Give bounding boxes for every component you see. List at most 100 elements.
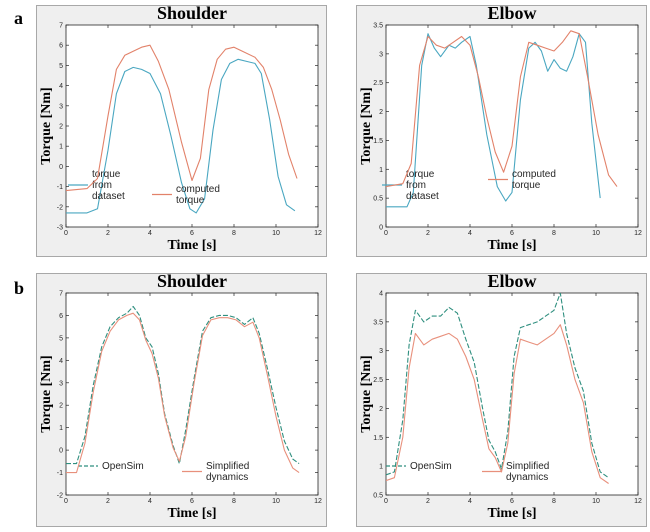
- chart-title: Shoulder: [157, 5, 227, 23]
- x-tick-label: 2: [426, 230, 430, 237]
- x-axis-label: Time [s]: [487, 506, 536, 521]
- x-tick-label: 12: [314, 230, 322, 237]
- legend-label: from: [92, 180, 112, 191]
- legend-label: from: [406, 180, 426, 191]
- chart-elbow-dataset: Elbow 0 2 4 6 8 10 12 0 0.5 1 1.5 2 2.5 3 3.5 Time [s] To…: [356, 5, 647, 257]
- series-line-0: [386, 293, 609, 479]
- y-tick-label: 2: [379, 406, 383, 413]
- y-tick-label: 2.5: [373, 377, 383, 384]
- x-tick-label: 8: [552, 230, 556, 237]
- y-tick-label: 7: [59, 23, 63, 30]
- x-tick-label: 8: [552, 498, 556, 505]
- y-tick-label: 3: [59, 380, 63, 387]
- series-line-0: [66, 305, 300, 465]
- legend-label: torque: [512, 180, 541, 191]
- x-tick-label: 4: [468, 498, 472, 505]
- y-tick-label: 2: [379, 109, 383, 116]
- y-tick-label: 1: [379, 464, 383, 471]
- legend-label: dynamics: [206, 472, 248, 483]
- y-tick-label: 1.5: [373, 435, 383, 442]
- legend-label: dataset: [92, 191, 125, 202]
- panel-label-a: a: [14, 8, 23, 28]
- chart-elbow-opensim: Elbow 0 2 4 6 8 10 12 0.5 1 1.5 2 2.5 3 3.5 4 Time [s] To…: [356, 273, 647, 527]
- chart-title: Elbow: [487, 273, 536, 291]
- panel-label-b: b: [14, 278, 25, 298]
- x-tick-label: 12: [314, 498, 322, 505]
- y-tick-label: -3: [57, 225, 63, 232]
- y-tick-label: -1: [57, 184, 63, 191]
- y-tick-label: 0: [379, 225, 383, 232]
- legend-label: OpenSim: [102, 461, 144, 472]
- y-tick-label: 5: [59, 63, 63, 70]
- legend-label: torque: [406, 169, 435, 180]
- series-line-1: [66, 44, 298, 192]
- x-tick-label: 2: [106, 230, 110, 237]
- legend-label: dataset: [406, 191, 439, 202]
- x-tick-label: 12: [634, 230, 642, 237]
- legend-label: dynamics: [506, 472, 548, 483]
- y-axis-label: Torque [Nm]: [359, 87, 374, 164]
- y-tick-label: 1.5: [373, 138, 383, 145]
- y-tick-label: 6: [59, 43, 63, 50]
- x-tick-label: 10: [592, 230, 600, 237]
- y-tick-label: 0.5: [373, 493, 383, 500]
- y-tick-label: 3.5: [373, 319, 383, 326]
- y-tick-label: -2: [57, 493, 63, 500]
- series-line-0: [66, 58, 296, 214]
- x-tick-label: 0: [384, 230, 388, 237]
- chart-title: Shoulder: [157, 273, 227, 291]
- y-tick-label: -2: [57, 204, 63, 211]
- x-axis-label: Time [s]: [167, 238, 216, 253]
- y-tick-label: 4: [59, 358, 63, 365]
- x-tick-label: 2: [426, 498, 430, 505]
- y-tick-label: 5: [59, 335, 63, 342]
- x-tick-label: 4: [148, 498, 152, 505]
- y-tick-label: 2.5: [373, 80, 383, 87]
- x-tick-label: 8: [232, 498, 236, 505]
- y-tick-label: 1: [59, 144, 63, 151]
- y-tick-label: 4: [59, 83, 63, 90]
- x-tick-label: 8: [232, 230, 236, 237]
- chart-title: Elbow: [487, 5, 536, 23]
- series-line-1: [66, 312, 300, 474]
- legend-label: Simplified: [506, 461, 549, 472]
- x-tick-label: 4: [468, 230, 472, 237]
- y-tick-label: 3: [59, 103, 63, 110]
- y-tick-label: 0: [59, 448, 63, 455]
- x-tick-label: 6: [510, 230, 514, 237]
- x-tick-label: 6: [190, 498, 194, 505]
- y-axis-label: Torque [Nm]: [39, 355, 54, 432]
- plot-area: [65, 24, 319, 228]
- x-tick-label: 4: [148, 230, 152, 237]
- legend-label: torque: [176, 195, 205, 206]
- legend-label: Simplified: [206, 461, 249, 472]
- x-tick-label: 10: [592, 498, 600, 505]
- y-axis-label: Torque [Nm]: [359, 355, 374, 432]
- y-tick-label: -1: [57, 470, 63, 477]
- x-tick-label: 0: [64, 230, 68, 237]
- x-tick-label: 12: [634, 498, 642, 505]
- x-tick-label: 2: [106, 498, 110, 505]
- y-axis-label: Torque [Nm]: [39, 87, 54, 164]
- y-tick-label: 3.5: [373, 23, 383, 30]
- x-tick-label: 10: [272, 498, 280, 505]
- y-tick-label: 0.5: [373, 196, 383, 203]
- y-tick-label: 0: [59, 164, 63, 171]
- legend-label: computed: [176, 184, 220, 195]
- legend-label: computed: [512, 169, 556, 180]
- y-tick-label: 3: [379, 348, 383, 355]
- x-tick-label: 0: [384, 498, 388, 505]
- x-axis-label: Time [s]: [167, 506, 216, 521]
- x-tick-label: 6: [190, 230, 194, 237]
- x-tick-label: 6: [510, 498, 514, 505]
- series-line-1: [386, 30, 618, 188]
- y-tick-label: 7: [59, 291, 63, 298]
- x-tick-label: 10: [272, 230, 280, 237]
- y-tick-label: 1: [379, 167, 383, 174]
- x-tick-label: 0: [64, 498, 68, 505]
- series-line-0: [386, 33, 601, 208]
- y-tick-label: 6: [59, 313, 63, 320]
- x-axis-label: Time [s]: [487, 238, 536, 253]
